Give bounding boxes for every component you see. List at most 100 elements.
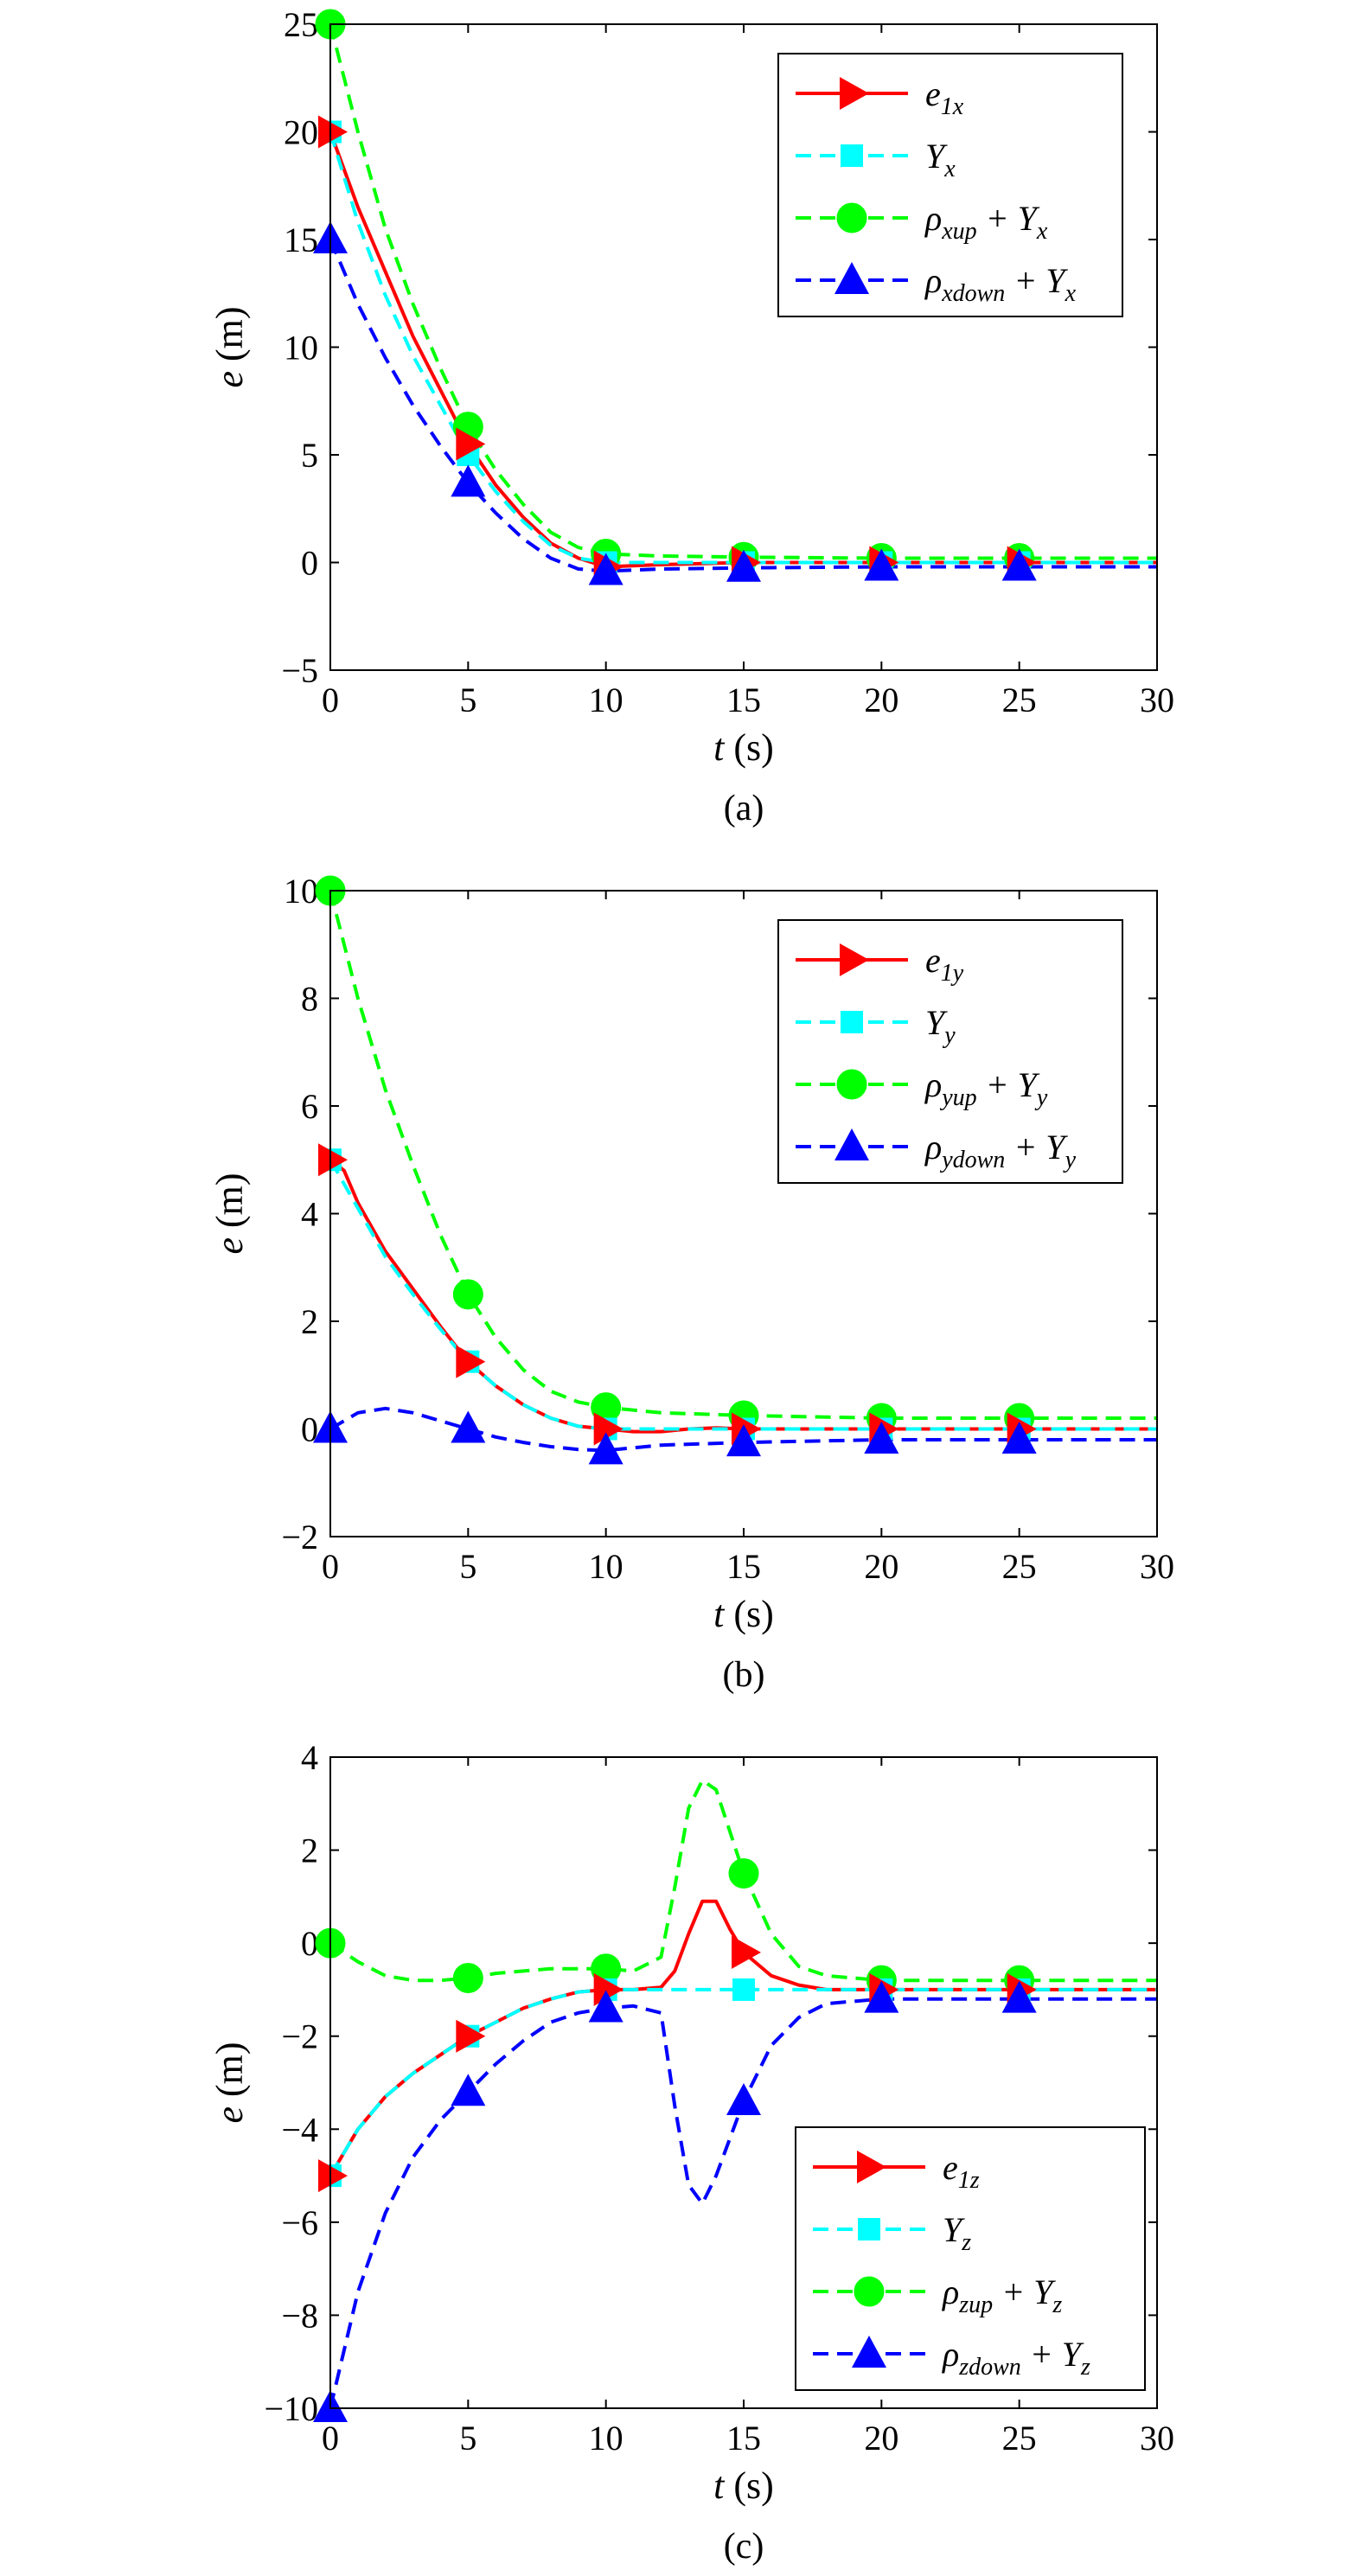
legend-label-up: ρyup + Yy [924,1065,1048,1111]
label-part: + Y [1005,1128,1068,1167]
marker-down [726,549,761,582]
label-part: z [1080,2354,1090,2381]
legend-marker-Y [858,2218,880,2240]
legend-box [777,919,1123,1184]
x-tick-label: 5 [459,2419,476,2458]
label-part: ρ [924,199,942,238]
legend-label-Y: Yy [925,1003,956,1049]
y-tick-label: 2 [301,1831,318,1870]
label-part: 1y [941,960,964,987]
label-part: zdown [958,2354,1021,2381]
legend-marker-Y [841,144,863,167]
label-part: + Y [1005,261,1068,300]
marker-down [726,2083,761,2116]
series-line-down [330,1997,1157,2408]
marker-e1 [456,2019,486,2053]
y-tick-label: −4 [281,2110,318,2149]
series-line-Y [330,131,1157,565]
series-line-up [330,24,1157,560]
plot-frame [329,23,1158,671]
label-part: ρ [924,1065,942,1104]
label-part: ρ [941,2335,959,2374]
marker-up [452,1279,483,1310]
x-tick-label: 20 [864,1547,898,1586]
marker-e1 [593,1412,623,1446]
marker-down [451,1410,486,1443]
label-part: e [208,1237,251,1255]
legend-box [795,2126,1146,2391]
label-part: y [1034,1084,1048,1111]
label-part: + Y [977,1065,1040,1104]
label-part: z [1052,2292,1062,2318]
x-tick-label: 25 [1002,1547,1037,1586]
label-part: ydown [939,1147,1005,1173]
label-part: e [925,74,941,113]
legend-marker-down [834,262,869,294]
x-tick-label: 10 [589,2419,623,2458]
label-part: (s) [724,2464,773,2507]
x-tick-label: 0 [322,1547,339,1586]
panel-caption: (a) [724,789,764,828]
y-tick-label: −2 [281,2017,318,2056]
label-part: t [713,2464,726,2507]
x-tick-label: 30 [1140,2419,1174,2458]
label-part: Y [943,2210,965,2249]
legend-marker-up [836,1069,867,1100]
plot-area [330,24,1157,573]
y-tick-label: 4 [301,1738,318,1777]
label-part: x [943,156,956,182]
marker-down [588,553,623,585]
marker-down [451,464,486,497]
label-part: e [208,371,251,388]
y-axis-label: e (m) [208,2042,251,2123]
series-line-down [330,239,1157,573]
label-part: + Y [1021,2335,1084,2374]
label-part: xdown [941,280,1005,307]
legend-marker-e1 [840,77,869,110]
y-tick-label: −2 [281,1518,318,1556]
x-tick-label: 20 [864,2419,898,2458]
label-part: y [1063,1147,1077,1173]
label-part: ρ [924,261,942,300]
label-part: Y [925,1003,948,1042]
label-part: (s) [724,726,773,769]
label-part: y [942,1022,956,1049]
legend-label-Y: Yz [943,2210,971,2256]
series-line-up [330,891,1157,1420]
marker-down [1001,1980,1037,2013]
x-tick-label: 20 [864,681,898,719]
x-tick-label: 10 [589,1547,623,1586]
y-tick-label: 8 [301,980,318,1019]
marker-up [728,1857,759,1889]
label-part: (m) [208,1173,251,1237]
marker-down [451,2074,486,2106]
label-part: (m) [208,2042,251,2106]
marker-e1 [318,2159,348,2193]
marker-e1 [456,1345,486,1378]
x-axis-label: t (s) [713,2464,774,2507]
series-line-Y [330,1987,1157,2177]
legend-marker-e1 [857,2151,886,2183]
legend-label-down: ρxdown + Yx [924,261,1077,307]
x-axis-label: t (s) [713,726,774,769]
label-part: e [925,941,941,980]
y-tick-label: −5 [281,651,318,690]
legend-label-e1: e1z [943,2148,980,2194]
label-part: t [713,1593,726,1635]
x-tick-label: 25 [1002,681,1037,719]
x-tick-label: 5 [459,681,476,719]
label-part: 1x [941,93,964,120]
y-axis-label: e (m) [208,1173,251,1254]
legend-label-up: ρxup + Yx [924,199,1048,245]
plot-frame [329,890,1158,1537]
y-tick-label: 4 [301,1195,318,1234]
series-line-Y [330,1159,1157,1431]
legend-label-e1: e1y [925,941,964,987]
label-part: ρ [924,1128,942,1167]
y-tick-label: 0 [301,1924,318,1963]
legend-label-down: ρydown + Yy [924,1128,1077,1173]
y-tick-label: 2 [301,1302,318,1341]
